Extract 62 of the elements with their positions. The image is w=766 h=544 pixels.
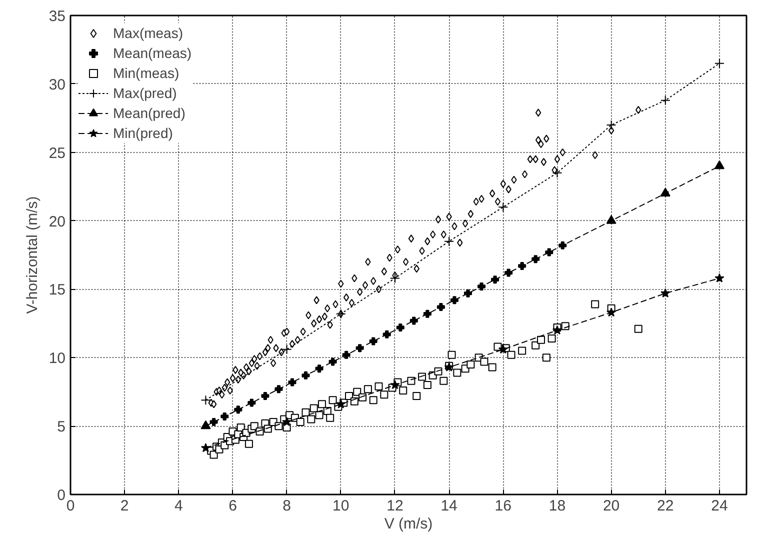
point — [444, 236, 454, 246]
point — [282, 416, 292, 426]
point — [200, 395, 211, 406]
x-tick-label: 24 — [711, 498, 728, 514]
point — [714, 58, 724, 68]
legend-label: Min(meas) — [113, 65, 180, 81]
y-tick-label: 30 — [48, 76, 66, 94]
point — [498, 202, 508, 212]
point — [478, 282, 486, 290]
x-tick-label: 16 — [494, 498, 512, 514]
point — [714, 160, 724, 170]
legend-label: Max(meas) — [113, 25, 184, 41]
x-tick-label: 6 — [228, 498, 237, 514]
point — [436, 303, 445, 312]
point — [504, 268, 513, 277]
point — [450, 296, 458, 304]
x-tick-label: 4 — [174, 498, 183, 514]
legend-label: Max(pred) — [113, 85, 177, 101]
point — [606, 307, 616, 317]
y-axis-title: V-horizontal (m/s) — [24, 196, 41, 314]
x-tick-label: 22 — [657, 498, 674, 514]
point — [200, 442, 210, 452]
point — [660, 288, 670, 298]
point — [210, 418, 218, 426]
point — [714, 273, 724, 282]
point — [660, 188, 670, 197]
y-tick-label: 5 — [57, 418, 66, 436]
point — [660, 95, 670, 106]
x-axis-title: V (m/s) — [384, 516, 433, 532]
x-tick-label: 12 — [386, 498, 404, 514]
x-tick-label: 20 — [602, 498, 620, 514]
x-tick-label: 14 — [440, 498, 458, 514]
point — [336, 399, 346, 408]
point — [282, 344, 292, 354]
x-tick-label: 2 — [120, 498, 129, 514]
x-tick-label: 8 — [282, 498, 291, 514]
x-tick-label: 18 — [548, 498, 566, 514]
legend-label: Mean(meas) — [113, 45, 192, 61]
point — [491, 276, 500, 284]
y-tick-label: 35 — [48, 8, 66, 25]
point — [552, 168, 562, 178]
point — [261, 392, 270, 400]
point — [234, 406, 242, 414]
point — [498, 344, 508, 354]
y-tick-label: 20 — [48, 213, 66, 230]
y-tick-label: 10 — [48, 350, 66, 368]
y-tick-label: 25 — [48, 144, 66, 162]
point — [606, 120, 616, 130]
point — [396, 324, 404, 332]
point — [552, 325, 562, 334]
y-tick-label: 0 — [57, 487, 66, 504]
y-tick-label: 15 — [48, 282, 66, 299]
point — [464, 289, 472, 298]
point — [390, 273, 400, 284]
legend-label: Mean(pred) — [113, 105, 186, 121]
legend-label: Min(pred) — [113, 125, 173, 141]
point — [606, 215, 616, 224]
x-tick-label: 10 — [332, 498, 350, 514]
point — [200, 420, 211, 430]
point — [220, 412, 229, 420]
point — [336, 308, 346, 319]
point — [390, 380, 400, 390]
